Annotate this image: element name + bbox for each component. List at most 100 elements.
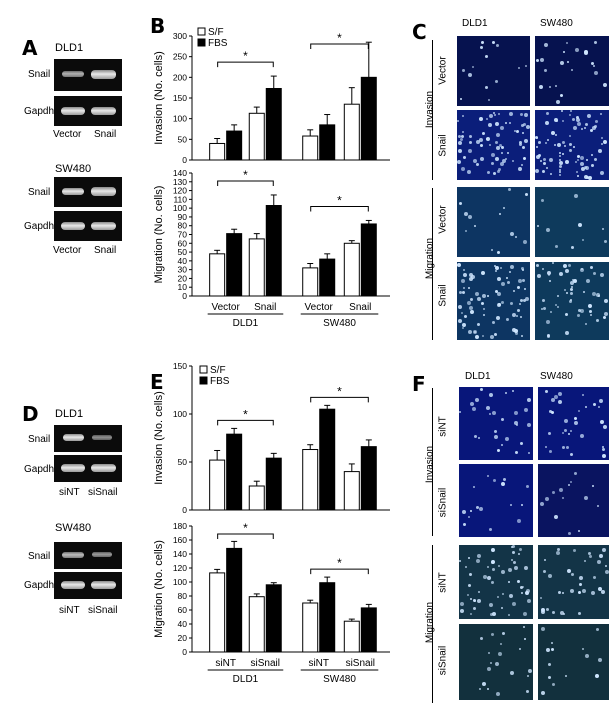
cell-dot [486,565,489,568]
cell-dot [480,301,484,305]
cell-dot [522,299,526,303]
cell-dot [475,398,480,403]
bar [343,620,360,653]
cell-dot [497,595,500,598]
cell-dot [599,399,604,404]
cell-dot [597,586,602,591]
cell-dot [554,394,559,399]
cell-dot [518,142,522,146]
y-axis-label: Invasion (No. cells) [153,391,165,485]
cell-dot [523,625,526,628]
cell-dot [552,611,556,615]
cell-dot [601,227,604,230]
cell-dot [490,153,495,158]
cell-dot [580,162,585,167]
cell-dot [482,314,485,317]
group-label: SW480 [323,318,356,329]
significance-bracket [310,568,369,575]
cell-dot [604,312,609,317]
cell-dot [559,488,564,493]
cell-dot [523,123,527,127]
cell-dot [462,323,467,328]
cell-dot [501,593,504,596]
cell-dot [596,560,601,565]
cell-dot [523,408,528,413]
cell-dot [594,674,599,679]
cell-dot [487,576,492,581]
cell-dot [577,313,581,317]
row-label: Vector [437,56,449,85]
cell-dot [584,496,589,501]
cell-dot [604,239,608,243]
bar [265,457,282,511]
cell-dot [539,57,544,62]
cell-dot [524,113,529,118]
cell-dot [602,454,607,459]
cell-dot [559,159,562,162]
cell-dot [569,281,574,286]
cell-dot [480,271,485,276]
cell-dot [514,421,519,426]
cell-dot [500,281,505,286]
significance-bracket [217,419,274,426]
cell-dot [517,552,520,555]
cell-dot [459,560,462,563]
cell-dot [481,293,486,298]
western-blot-image [54,455,122,482]
y-tick-label: 200 [173,72,187,82]
significance-bracket [217,180,274,186]
cell-dot [566,569,571,573]
bar [209,253,226,297]
cell-dot [469,277,474,282]
cell-dot [543,42,548,47]
cell-dot [583,559,586,562]
cell-dot [489,113,494,118]
cell-dot [565,446,569,450]
cell-dot [545,496,550,501]
cell-dot [600,136,603,139]
micrograph-image [457,110,530,180]
cell-dot [563,288,566,291]
cell-dot [570,589,575,594]
cell-dot [505,158,508,161]
cell-dot [515,331,518,335]
cell-dot [570,110,573,113]
cell-dot [569,288,573,292]
cell-dot [517,518,522,523]
cell-dot [594,157,598,161]
cell-dot [460,135,464,139]
cell-dot [569,148,573,152]
y-axis-label: Migration (No. cells) [153,186,165,284]
cell-dot [552,262,555,265]
cell-dot [569,135,572,138]
cell-dot [473,158,478,163]
cell-dot [457,134,461,138]
cell-dot [476,163,480,167]
cell-dot [562,51,565,54]
y-tick-label: 90 [178,212,188,222]
cell-dot [581,588,586,593]
cell-dot [483,575,488,580]
cell-dot [601,142,604,145]
cell-dot [550,310,553,313]
cell-dot [560,94,564,98]
cell-dot [580,267,583,270]
cell-dot [526,674,529,677]
y-tick-label: 70 [178,230,188,240]
cell-dot [549,410,553,414]
cell-dot [500,146,504,150]
y-tick-label: 0 [182,155,187,165]
cell-dot [554,84,557,87]
bar [226,233,243,297]
cell-dot [519,586,523,590]
cell-dot [493,113,496,116]
cell-dot [568,432,571,435]
micrograph-image [535,262,609,340]
bar [360,607,377,653]
cell-dot [543,157,547,161]
cell-dot [501,417,504,421]
cell-dot [495,266,500,271]
cell-dot [506,281,510,285]
cell-dot [541,307,544,310]
